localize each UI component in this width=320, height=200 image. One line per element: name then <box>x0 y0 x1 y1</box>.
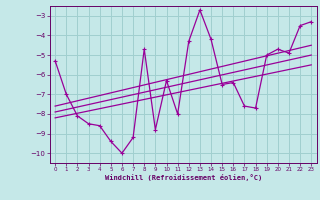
X-axis label: Windchill (Refroidissement éolien,°C): Windchill (Refroidissement éolien,°C) <box>105 174 262 181</box>
